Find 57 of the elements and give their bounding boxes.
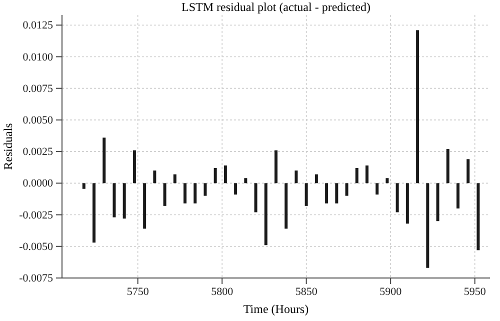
bar	[122, 183, 126, 219]
y-tick-label: 0.0075	[22, 82, 54, 95]
y-axis-title: Residuals	[1, 122, 15, 170]
bar	[82, 183, 86, 189]
bar	[325, 183, 328, 204]
bar	[284, 183, 288, 229]
x-tick-label: 5900	[380, 286, 402, 298]
bar	[163, 183, 166, 206]
bar	[244, 178, 248, 184]
bar	[274, 150, 278, 184]
bar	[396, 183, 399, 212]
bar	[416, 30, 420, 184]
y-tick-label: 0.0050	[22, 114, 54, 126]
bar	[466, 159, 470, 184]
bar	[153, 170, 156, 184]
bar	[456, 183, 460, 208]
bar	[294, 170, 298, 184]
x-tick-label: 5750	[126, 286, 150, 298]
bar	[234, 183, 238, 195]
x-axis-title: Time (Hours)	[243, 302, 309, 316]
bar	[143, 183, 146, 229]
bar	[436, 183, 440, 222]
bar	[102, 138, 106, 184]
bar	[386, 178, 389, 184]
bar	[132, 150, 136, 184]
bar	[184, 183, 187, 204]
bar	[446, 149, 450, 184]
bar	[304, 183, 308, 206]
y-tick-label: 0.0000	[22, 178, 54, 190]
bar	[254, 183, 258, 212]
bar	[214, 168, 217, 184]
y-tick-label: 0.0125	[22, 20, 54, 32]
y-tick-label: -0.0025	[19, 209, 54, 222]
y-tick-label: 0.0025	[22, 146, 54, 158]
bar	[264, 183, 268, 246]
bar	[376, 183, 379, 195]
bar	[406, 183, 409, 224]
bar	[224, 165, 227, 184]
y-tick-label: -0.0050	[19, 240, 54, 253]
bar	[426, 183, 430, 268]
bar	[204, 183, 207, 196]
y-tick-label: 0.0100	[22, 51, 54, 64]
bar	[194, 183, 197, 204]
bar	[173, 174, 176, 184]
x-tick-label: 5800	[211, 286, 234, 298]
x-tick-label: 5950	[464, 286, 486, 298]
bar	[112, 183, 116, 218]
bar	[476, 183, 480, 250]
x-tick-label: 5850	[295, 286, 318, 298]
bar	[345, 183, 348, 196]
bar	[314, 174, 318, 184]
y-tick-label: -0.0075	[19, 272, 54, 285]
chart-title: LSTM residual plot (actual - predicted)	[182, 0, 370, 14]
bar	[335, 183, 338, 204]
bar	[355, 168, 358, 184]
bar	[365, 165, 368, 184]
bar	[92, 183, 96, 243]
